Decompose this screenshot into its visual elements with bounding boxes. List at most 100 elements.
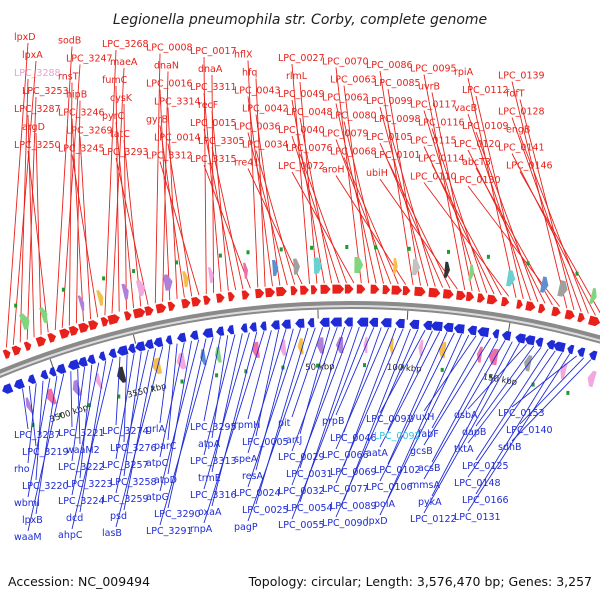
forward-gene-label[interactable]: LPC_0014 (154, 133, 201, 144)
reverse-gene-label[interactable]: LPC_0166 (462, 495, 509, 506)
reverse-gene-label[interactable]: LPC_3221 (58, 428, 105, 439)
reverse-gene-label[interactable]: LPC_3259 (102, 494, 149, 505)
forward-gene-label[interactable]: LPC_3268 (102, 39, 149, 50)
reverse-gene-label[interactable]: mmsA (410, 480, 440, 491)
forward-gene-label[interactable]: rnsT (58, 72, 79, 83)
reverse-gene-label[interactable]: LPC_0032 (278, 486, 325, 497)
reverse-gene-label[interactable]: atpA (198, 439, 221, 450)
forward-gene-label[interactable]: lpxA (22, 50, 43, 61)
reverse-gene-label[interactable]: LPC_3276 (110, 443, 157, 454)
forward-gene-label[interactable]: LPC_3314 (154, 97, 201, 108)
forward-gene-label[interactable]: dnaN (154, 61, 179, 72)
forward-gene-label[interactable]: LPC_3250 (14, 140, 61, 151)
reverse-gene-label[interactable]: fabF (418, 429, 439, 440)
forward-gene-label[interactable]: LPC_0048 (286, 107, 333, 118)
reverse-gene-label[interactable]: LPC_0024 (234, 488, 281, 499)
forward-gene-label[interactable]: LPC_3288 (14, 68, 61, 79)
forward-gene-label[interactable]: LPC_0063 (330, 75, 377, 86)
forward-gene-label[interactable]: LPC_3311 (190, 82, 237, 93)
reverse-gene-label[interactable]: oxaA (198, 507, 222, 518)
forward-gene-label[interactable]: LPC_0043 (234, 86, 281, 97)
forward-gene-label[interactable]: LPC_3312 (146, 151, 193, 162)
reverse-gene-label[interactable]: LPC_0122 (410, 514, 457, 525)
forward-gene-label[interactable]: cysK (110, 93, 133, 104)
reverse-gene-label[interactable]: LPC_3237 (14, 430, 61, 441)
reverse-gene-label[interactable]: LPC_0091 (366, 414, 413, 425)
reverse-gene-label[interactable]: LPC_0005 (242, 437, 289, 448)
reverse-gene-label[interactable]: LPC_0102 (374, 465, 421, 476)
forward-gene-label[interactable]: LPC_0017 (190, 46, 237, 57)
reverse-gene-label[interactable]: grlA (146, 424, 166, 435)
reverse-gene-label[interactable]: LPC_3274 (102, 426, 149, 437)
reverse-gene-label[interactable]: waaM (14, 532, 42, 543)
reverse-gene-label[interactable]: polA (374, 499, 395, 510)
reverse-gene-label[interactable]: waaM2 (66, 445, 100, 456)
forward-gene-label[interactable]: rpiA (454, 67, 474, 78)
reverse-gene-label[interactable]: dapB (462, 427, 486, 438)
reverse-gene-label[interactable]: psd (110, 511, 127, 522)
reverse-gene-label[interactable]: LPC_3316 (190, 490, 237, 501)
forward-gene-label[interactable]: LPC_0098 (374, 114, 421, 125)
reverse-gene-label[interactable]: lpxB (22, 515, 43, 526)
reverse-gene-label[interactable]: LPC_0090 (322, 518, 369, 529)
forward-gene-label[interactable]: rre41 (234, 158, 259, 169)
forward-gene-label[interactable]: LPC_0042 (242, 104, 289, 115)
reverse-gene-label[interactable]: LPC_0131 (454, 512, 501, 523)
forward-gene-label[interactable]: engB (506, 125, 530, 136)
reverse-gene-label[interactable]: LPC_3295 (190, 422, 237, 433)
forward-gene-label[interactable]: hflX (234, 50, 253, 61)
reverse-gene-label[interactable]: LPC_3220 (22, 481, 69, 492)
forward-gene-label[interactable]: LPC_0095 (410, 64, 457, 75)
forward-gene-label[interactable]: LPC_0070 (322, 57, 369, 68)
reverse-gene-label[interactable]: LPC_0148 (454, 478, 501, 489)
reverse-gene-label[interactable]: atpG (146, 492, 169, 503)
reverse-gene-label[interactable]: parC (154, 441, 177, 452)
reverse-gene-label[interactable]: resA (242, 471, 263, 482)
forward-gene-label[interactable]: LPC_0112 (462, 85, 509, 96)
forward-gene-label[interactable]: gyrB (146, 115, 168, 126)
forward-gene-label[interactable]: LPC_3253 (22, 86, 69, 97)
forward-gene-label[interactable]: LPC_3305 (198, 136, 245, 147)
forward-gene-label[interactable]: tatC (110, 129, 130, 140)
forward-gene-label[interactable]: dnaA (198, 64, 223, 75)
reverse-gene-label[interactable]: LPC_0025 (242, 505, 289, 516)
forward-gene-label[interactable]: LPC_0105 (366, 132, 413, 143)
reverse-gene-label[interactable]: LPC_0054 (286, 503, 333, 514)
forward-gene-label[interactable]: LPC_0128 (498, 107, 545, 118)
forward-gene-label[interactable]: hfq (242, 68, 257, 79)
reverse-gene-label[interactable]: LPC_3222 (58, 462, 105, 473)
forward-gene-label[interactable]: rlmL (286, 71, 308, 82)
forward-gene-label[interactable]: LPC_0139 (498, 71, 545, 82)
forward-gene-label[interactable]: LPC_0110 (410, 172, 457, 183)
forward-gene-label[interactable]: lpxD (14, 32, 36, 43)
reverse-gene-label[interactable]: atpC (146, 458, 169, 469)
reverse-gene-label[interactable]: aatA (366, 448, 388, 459)
reverse-gene-label[interactable]: LPC_3219 (22, 447, 69, 458)
reverse-gene-label[interactable]: tktA (454, 444, 474, 455)
reverse-gene-label[interactable]: LPC_0046 (330, 433, 377, 444)
reverse-gene-label[interactable]: LPC_0031 (286, 469, 333, 480)
reverse-gene-label[interactable]: dcd (66, 513, 83, 524)
reverse-gene-label[interactable]: pagP (234, 522, 258, 533)
forward-gene-label[interactable]: LPC_0016 (146, 79, 193, 90)
forward-gene-label[interactable]: vacB (454, 103, 477, 114)
reverse-gene-label[interactable]: lasB (102, 528, 122, 539)
reverse-gene-label[interactable]: LPC_0089 (330, 501, 377, 512)
forward-gene-label[interactable]: aroH (322, 165, 344, 176)
forward-gene-label[interactable]: LPC_3269 (66, 126, 113, 137)
reverse-gene-label[interactable]: rnpA (190, 524, 213, 535)
reverse-gene-label[interactable]: rpmH (234, 420, 260, 431)
reverse-gene-label[interactable]: atpD (154, 475, 177, 486)
reverse-gene-label[interactable]: LPC_0092 (374, 431, 421, 442)
reverse-gene-label[interactable]: LPC_3291 (146, 526, 193, 537)
reverse-gene-label[interactable]: LPC_0029 (278, 452, 325, 463)
reverse-gene-label[interactable]: LPC_0140 (506, 425, 553, 436)
forward-gene-label[interactable]: LPC_0109 (462, 121, 509, 132)
reverse-gene-label[interactable]: LPC_3224 (58, 496, 105, 507)
forward-gene-label[interactable]: LPC_3315 (190, 154, 237, 165)
reverse-gene-label[interactable]: pit (278, 418, 291, 429)
reverse-gene-label[interactable]: rho (14, 464, 30, 475)
forward-gene-label[interactable]: LPC_0116 (418, 118, 465, 129)
forward-gene-label[interactable]: LPC_0120 (454, 139, 501, 150)
